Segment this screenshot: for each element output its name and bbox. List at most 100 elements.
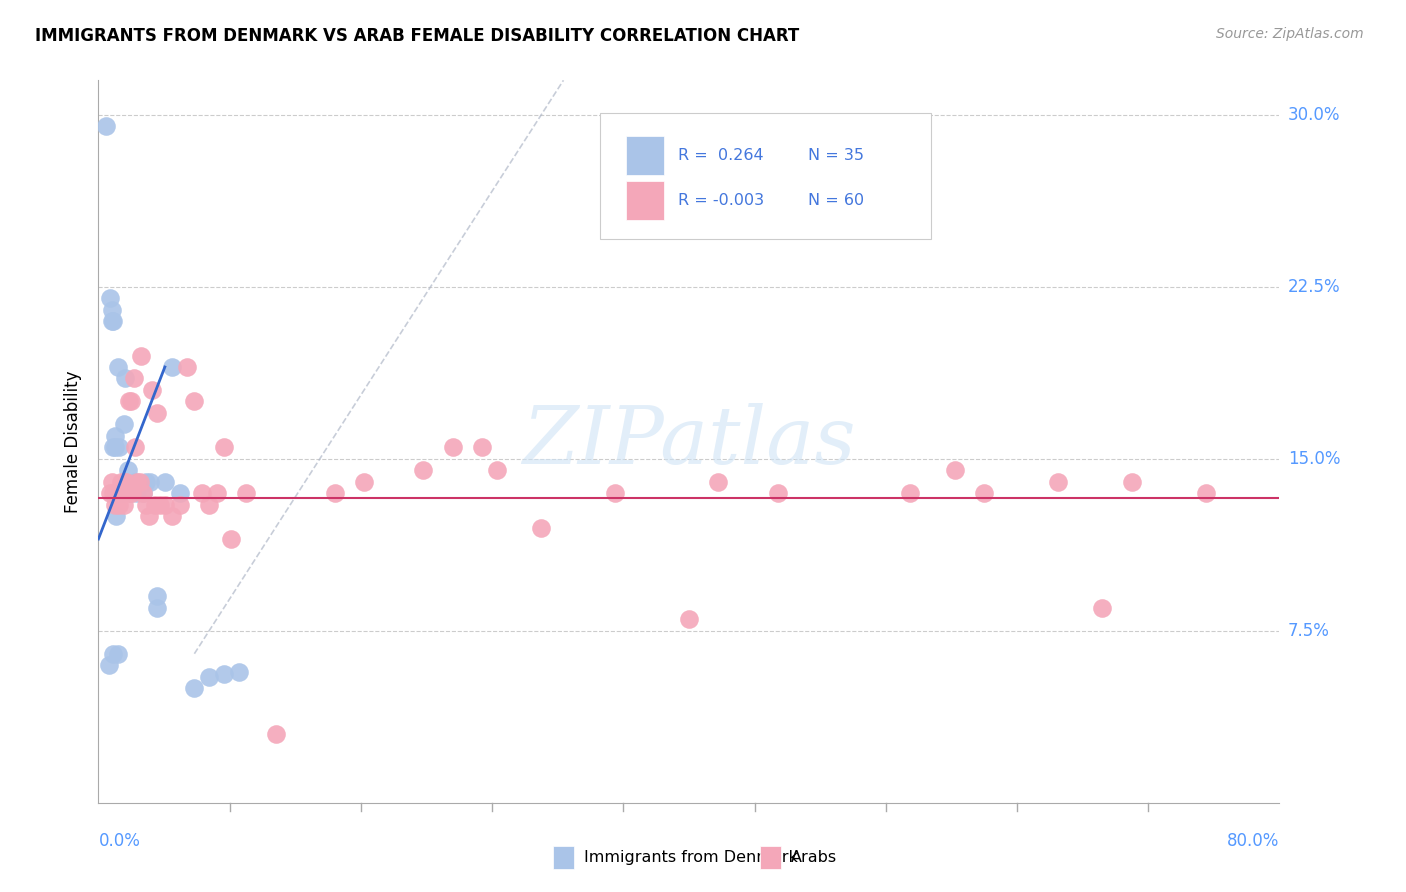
Point [111,486,134,500]
Point [98,291,121,305]
FancyBboxPatch shape [600,112,931,239]
Point [124,475,146,489]
Point [205,486,228,500]
Text: R =  0.264: R = 0.264 [678,148,763,163]
Point [121,486,143,500]
Point [183,681,205,695]
Point [114,371,136,385]
Point [110,486,132,500]
Point [117,463,139,477]
Point [103,647,125,661]
Point [98,486,121,500]
Point [129,349,152,363]
Point [97,658,120,673]
Point [176,359,198,374]
Point [471,440,494,454]
Point [108,440,131,454]
Point [707,475,730,489]
Point [235,486,257,500]
Point [128,475,150,489]
Point [228,665,250,679]
Text: N = 60: N = 60 [808,194,865,208]
Point [900,486,922,500]
Point [221,532,243,546]
Text: 22.5%: 22.5% [1288,277,1340,296]
Point [125,475,148,489]
Point [120,486,142,500]
Point [198,670,221,684]
Point [104,498,127,512]
Point [120,394,142,409]
Point [114,486,136,500]
Point [191,486,214,500]
Point [94,119,117,133]
Point [104,440,127,454]
Point [198,498,221,512]
Point [105,486,128,500]
Point [169,498,191,512]
Point [107,486,129,500]
Point [139,475,162,489]
Point [141,383,163,397]
Point [143,498,166,512]
Point [125,486,148,500]
Point [323,486,346,500]
Point [112,498,135,512]
Point [183,394,205,409]
Point [100,475,122,489]
FancyBboxPatch shape [553,847,575,870]
Point [135,475,157,489]
Point [353,475,375,489]
Point [412,463,434,477]
Point [122,371,145,385]
Point [100,314,122,328]
Point [117,486,139,500]
Point [678,612,700,626]
Point [107,647,129,661]
Point [212,440,235,454]
Point [530,520,553,534]
Point [146,600,169,615]
Point [149,498,172,512]
Point [212,667,235,681]
Text: N = 35: N = 35 [808,148,865,163]
Point [111,486,134,500]
Point [1121,475,1143,489]
Point [162,359,183,374]
Point [1091,600,1114,615]
Point [104,429,127,443]
Point [103,486,125,500]
Text: 30.0%: 30.0% [1288,105,1340,124]
Point [105,486,128,500]
Point [1046,475,1070,489]
Point [169,486,191,500]
Point [105,509,128,524]
Point [943,463,966,477]
Text: Arabs: Arabs [790,850,837,865]
FancyBboxPatch shape [626,136,664,176]
Point [135,498,157,512]
Point [766,486,789,500]
Text: IMMIGRANTS FROM DENMARK VS ARAB FEMALE DISABILITY CORRELATION CHART: IMMIGRANTS FROM DENMARK VS ARAB FEMALE D… [35,27,800,45]
Point [100,302,122,317]
FancyBboxPatch shape [626,181,664,220]
Point [153,475,176,489]
Point [118,394,141,409]
Point [153,498,176,512]
Point [138,509,160,524]
Text: 0.0%: 0.0% [98,831,141,850]
Point [110,475,132,489]
Point [132,486,155,500]
Text: Immigrants from Denmark: Immigrants from Denmark [583,850,797,865]
Point [124,440,146,454]
Point [605,486,627,500]
Point [1195,486,1218,500]
Point [132,486,155,500]
Point [162,509,183,524]
Point [441,440,464,454]
Text: Source: ZipAtlas.com: Source: ZipAtlas.com [1216,27,1364,41]
Point [973,486,995,500]
Point [114,475,136,489]
Point [115,475,138,489]
Text: ZIPatlas: ZIPatlas [522,403,856,480]
